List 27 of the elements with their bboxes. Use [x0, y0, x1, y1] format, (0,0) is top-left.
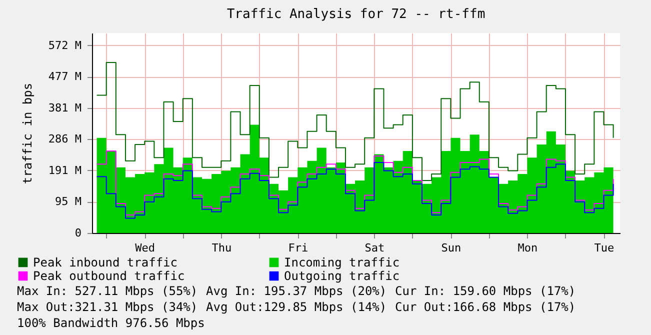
x-tick-label: Tue — [594, 242, 614, 254]
y-tick-label: 191 M — [48, 164, 82, 177]
y-tick-label: 0 — [74, 226, 82, 240]
x-tick-label: Mon — [518, 242, 538, 254]
y-axis-title: traffic in bps — [20, 82, 34, 184]
text: 100% Bandwidth 976.56 Mbps — [17, 315, 206, 331]
y-tick-label: 381 M — [48, 101, 82, 114]
legend-label: Outgoing traffic — [284, 269, 400, 283]
text: Avg Out:129.85 Mbps (14%) — [206, 299, 388, 315]
legend-label: Peak outbound traffic — [33, 269, 185, 283]
x-tick-label: Fri — [288, 242, 308, 254]
x-tick-label: Wed — [135, 242, 156, 254]
x-tick-label: Thu — [212, 242, 232, 254]
text: Cur In: 159.60 Mbps (17%) — [395, 283, 576, 299]
x-tick-label: Sat — [364, 242, 385, 254]
chart-title: Traffic Analysis for 72 -- rt-ffm — [226, 7, 486, 22]
y-tick-label: 286 M — [48, 132, 82, 146]
text: Max In: 527.11 Mbps (55%) — [17, 283, 199, 299]
y-tick-label: 95 M — [55, 195, 82, 208]
text: Max Out:321.31 Mbps (34%) — [17, 299, 199, 315]
legend-label: Peak inbound traffic — [33, 255, 178, 270]
text: Cur Out:166.68 Mbps (17%) — [395, 299, 576, 315]
x-tick-label: Sun — [441, 242, 462, 254]
y-tick-label: 477 M — [48, 70, 82, 84]
y-tick-label: 572 M — [48, 38, 82, 52]
text: Avg In: 195.37 Mbps (20%) — [206, 283, 388, 299]
legend-label: Incoming traffic — [284, 255, 400, 270]
